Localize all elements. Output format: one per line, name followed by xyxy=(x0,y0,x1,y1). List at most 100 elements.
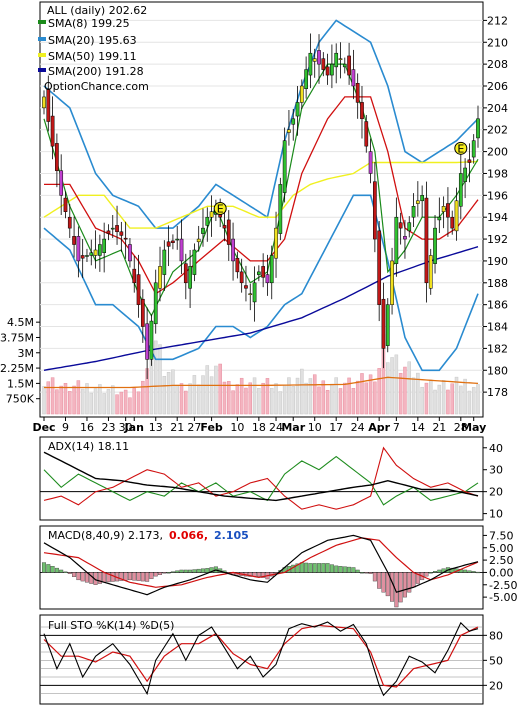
volume-bar xyxy=(166,372,171,415)
volume-bar xyxy=(179,383,184,415)
macd-histogram-bar xyxy=(347,566,352,573)
volume-bar xyxy=(132,388,136,415)
macd-histogram-bar xyxy=(123,572,128,581)
candle-body xyxy=(257,271,261,275)
macd-histogram-bar xyxy=(46,564,51,573)
price-tick-label: 200 xyxy=(487,146,508,159)
candle-body xyxy=(201,227,205,234)
volume-bar xyxy=(463,378,467,415)
earnings-label: E xyxy=(457,142,464,155)
macd-tick-label: -5.00 xyxy=(489,591,517,604)
candle-body xyxy=(72,236,76,245)
sma50-line xyxy=(43,160,479,229)
volume-bar xyxy=(343,382,347,415)
date-tick-label: 24 xyxy=(351,421,365,434)
price-tick-label: 180 xyxy=(487,364,508,377)
adx-panel xyxy=(39,436,484,521)
macd-histogram-bar xyxy=(407,572,412,593)
volume-bar xyxy=(111,385,115,415)
volume-bar xyxy=(351,388,356,415)
candle-body xyxy=(166,241,171,247)
macd-histogram-bar xyxy=(162,572,167,574)
date-tick-label: 7 xyxy=(393,421,400,434)
macd-tick-label: 0.00 xyxy=(489,566,514,579)
macd-histogram-bar xyxy=(402,572,407,598)
macd-histogram-bar xyxy=(424,572,429,577)
macd-histogram-bar xyxy=(415,572,420,584)
macd-histogram-bar xyxy=(132,572,137,581)
volume-bar xyxy=(265,378,270,415)
earnings-marker xyxy=(454,141,468,155)
legend-sma200: SMA(200) 191.28 xyxy=(48,65,144,78)
macd-tick-label: 5.00 xyxy=(489,542,514,555)
macd-histogram-bar xyxy=(372,572,377,582)
earnings-label: E xyxy=(217,202,224,215)
date-tick-label: 21 xyxy=(170,421,184,434)
date-tick-label: 18 xyxy=(252,421,266,434)
volume-bar xyxy=(209,376,214,415)
sto-k-line xyxy=(43,621,479,697)
candle-body xyxy=(304,69,308,89)
candle-body xyxy=(93,249,98,256)
macd-tick-label: 7.50 xyxy=(489,529,514,542)
candle-body xyxy=(347,55,351,76)
candle-body xyxy=(98,244,102,256)
legend-swatch-sma8 xyxy=(38,20,46,24)
candle-body xyxy=(80,255,85,259)
macd-histogram-bar xyxy=(398,572,403,603)
macd-histogram-bar xyxy=(196,568,201,573)
volume-bar xyxy=(89,392,94,415)
candle-body xyxy=(136,274,141,305)
volume-bar xyxy=(325,390,330,415)
candle-body xyxy=(338,58,343,60)
macd-histogram-bar xyxy=(467,570,472,573)
price-layer: EE xyxy=(42,19,480,380)
candle-body xyxy=(265,274,270,284)
volume-bar xyxy=(201,375,205,415)
volume-tick-label: 1.5M xyxy=(7,377,34,390)
candle-body xyxy=(278,184,283,234)
candle-body xyxy=(446,203,450,218)
macd-histogram-bar xyxy=(175,570,180,573)
volume-bar xyxy=(377,368,381,415)
volume-axis: 750K 1.5M 2.25M 3M 3.75M 4.5M xyxy=(0,316,40,406)
volume-bar xyxy=(218,363,222,415)
macd-histogram-bar xyxy=(136,572,141,581)
volume-bar xyxy=(235,384,240,415)
macd-histogram-bar xyxy=(42,562,47,573)
macd-histogram-bar xyxy=(110,572,115,582)
macd-histogram-bar xyxy=(312,563,317,573)
candle-body xyxy=(235,257,240,273)
macd-signal-line xyxy=(43,537,479,588)
di-minus-line xyxy=(43,446,479,510)
candle-body xyxy=(183,263,188,284)
volume-bar xyxy=(248,382,253,415)
volume-bar xyxy=(141,380,145,415)
candle-body xyxy=(102,238,107,253)
macd-histogram-bar xyxy=(183,569,188,573)
macd-histogram-bar xyxy=(321,563,326,573)
macd-histogram-bar xyxy=(102,572,107,583)
candle-body xyxy=(403,236,407,240)
candle-body xyxy=(67,216,72,229)
volume-bar xyxy=(364,382,369,415)
price-tick-label: 184 xyxy=(487,321,508,334)
candle-body xyxy=(471,140,476,158)
volume-bar xyxy=(115,394,119,415)
volume-bar xyxy=(317,386,321,415)
volume-bar xyxy=(295,377,300,415)
macd-histogram-bar xyxy=(158,572,163,575)
volume-bar xyxy=(291,386,295,415)
volume-bar xyxy=(162,375,167,415)
volume-bar xyxy=(282,384,287,415)
legend: ALL (daily) 202.62 SMA(8) 199.25 SMA(20)… xyxy=(38,4,149,93)
macd-histogram-bar xyxy=(179,569,184,573)
candle-body xyxy=(145,323,149,360)
macd-histogram-bar xyxy=(377,572,382,589)
sma20-line xyxy=(44,96,479,295)
volume-tick-label: 750K xyxy=(6,393,35,406)
volume-bar xyxy=(308,378,313,415)
candle-body xyxy=(308,52,313,76)
volume-bar xyxy=(85,383,89,415)
